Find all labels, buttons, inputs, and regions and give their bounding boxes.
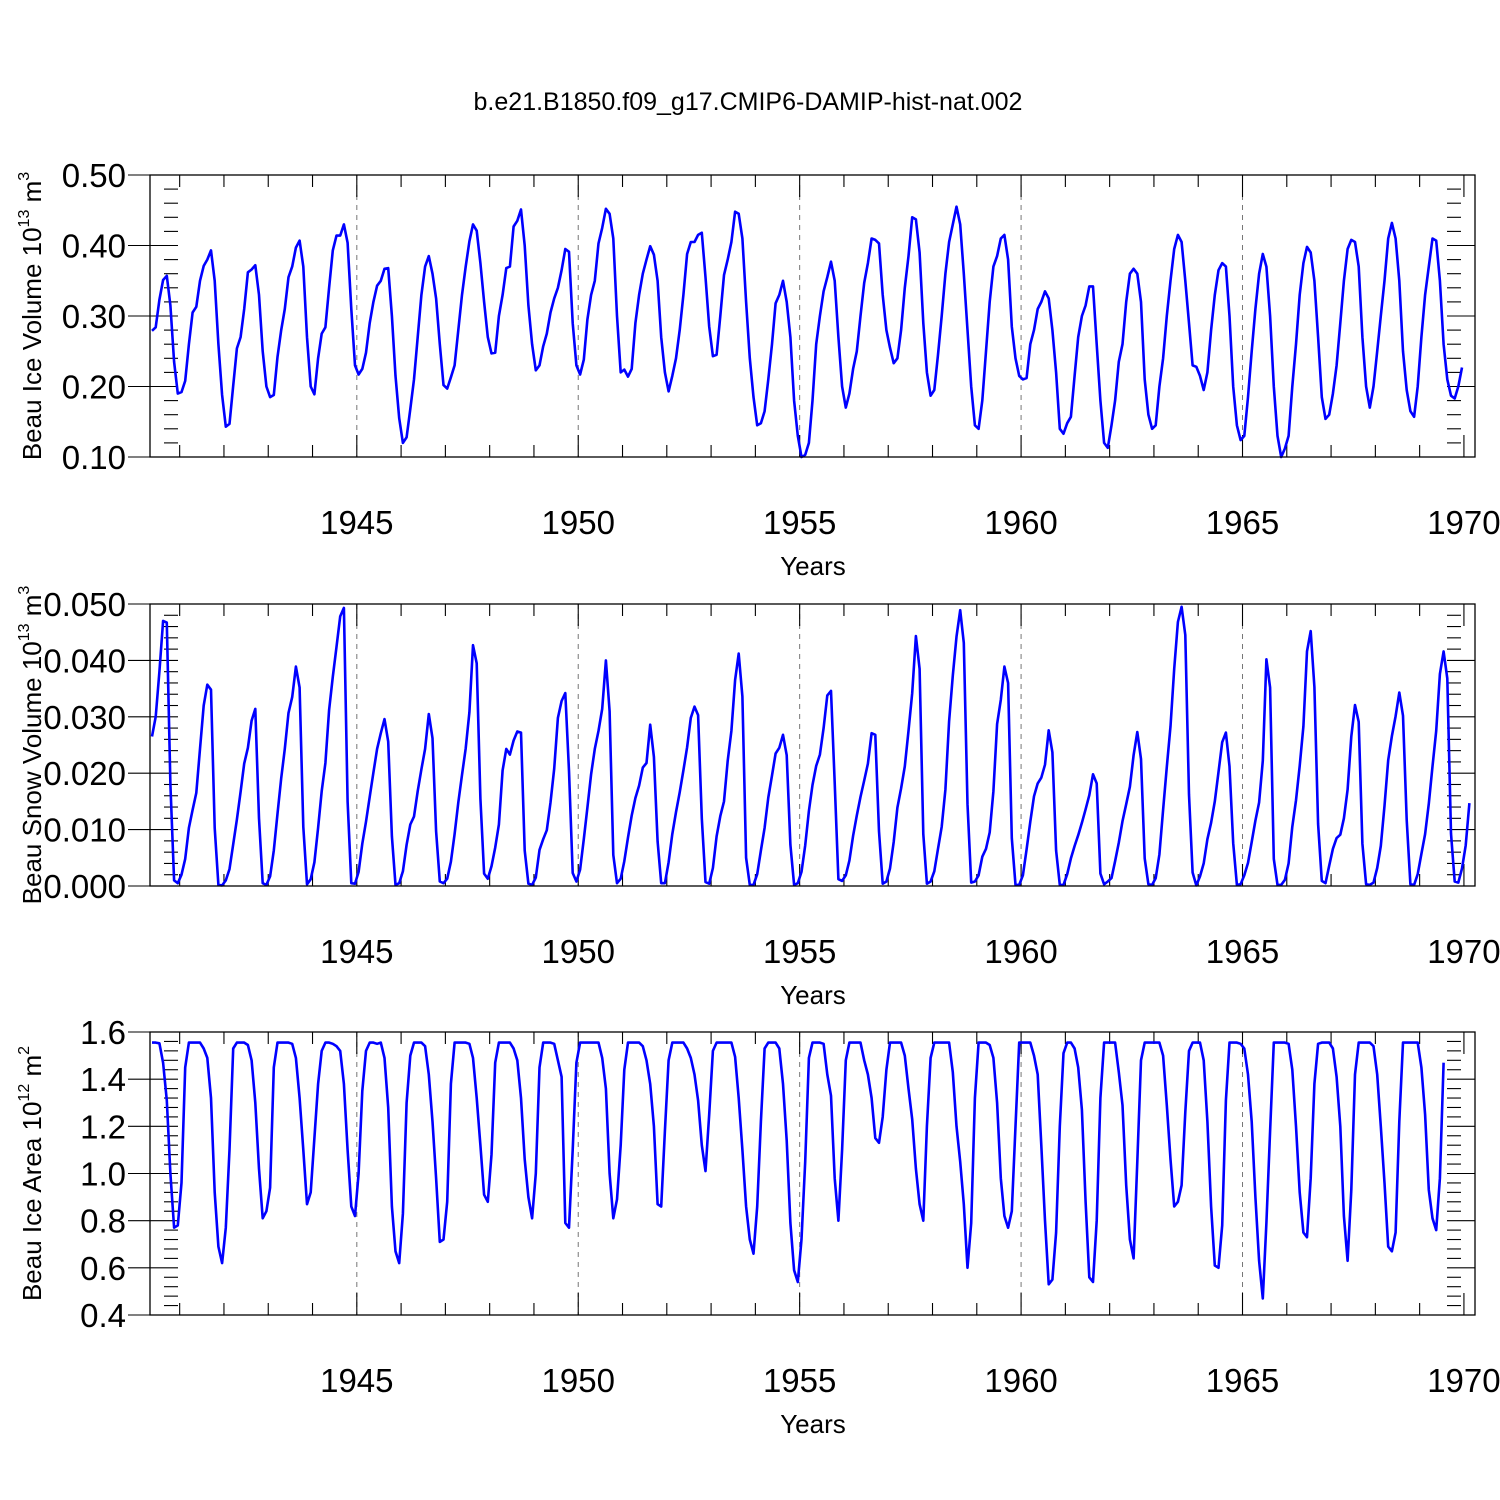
ice-area-y-tick-label: 1.6 — [80, 1014, 126, 1051]
ice-area-x-tick-label: 1970 — [1427, 1362, 1500, 1399]
ice-volume-x-tick-label: 1970 — [1427, 504, 1500, 541]
snow-volume-y-axis-title-exponent: 13 — [16, 623, 33, 641]
snow-volume-y-axis-title-main: Beau Snow Volume 10 — [17, 641, 47, 904]
ice-area-y-axis-title-main: Beau Ice Area 10 — [17, 1102, 47, 1301]
snow-volume-y-tick-label: 0.010 — [43, 812, 126, 849]
ice-area-y-axis-title: Beau Ice Area 1012 m2 — [16, 1046, 47, 1301]
ice-volume-y-axis-title-exponent: 13 — [16, 210, 33, 228]
ice-volume-y-axis-title-main: Beau Ice Volume 10 — [17, 227, 47, 460]
snow-volume-y-tick-label: 0.040 — [43, 642, 126, 679]
snow-volume-y-axis-title-unit-exponent: 3 — [16, 586, 33, 595]
ice-area-x-axis-title: Years — [780, 1409, 846, 1439]
ice-area-y-tick-label: 0.4 — [80, 1297, 126, 1334]
ice-volume-y-tick-label: 0.50 — [62, 157, 126, 194]
ice-volume-x-tick-label: 1955 — [763, 504, 836, 541]
snow-volume-y-tick-label: 0.050 — [43, 586, 126, 623]
snow-volume-y-tick-label: 0.000 — [43, 868, 126, 905]
ice-volume-x-tick-label: 1945 — [320, 504, 393, 541]
ice-volume-y-tick-label: 0.10 — [62, 439, 126, 476]
ice-volume-panel: 0.10 0.20 0.30 0.40 0.50 1945 1950 1955 1960 1965… — [16, 157, 1500, 581]
snow-volume-x-tick-label: 1950 — [542, 933, 615, 970]
ice-area-y-axis-title-unit: m — [17, 1055, 47, 1084]
ice-area-x-tick-label: 1950 — [542, 1362, 615, 1399]
snow-volume-x-tick-label: 1965 — [1206, 933, 1279, 970]
ice-volume-y-axis-title: Beau Ice Volume 1013 m3 — [16, 172, 47, 460]
ice-volume-x-tick-label: 1960 — [984, 504, 1057, 541]
snow-volume-y-tick-label: 0.020 — [43, 755, 126, 792]
ice-area-y-tick-label: 1.0 — [80, 1156, 126, 1193]
ice-area-y-axis-title-exponent: 12 — [16, 1084, 33, 1102]
snow-volume-x-tick-label: 1945 — [320, 933, 393, 970]
snow-volume-plot-frame — [149, 603, 1476, 887]
ice-volume-y-tick-label: 0.30 — [62, 298, 126, 335]
ice-area-series-line — [152, 1041, 1445, 1300]
snow-volume-series-line — [150, 605, 1471, 887]
ice-area-y-axis-title-unit-exponent: 2 — [16, 1046, 33, 1055]
ice-volume-x-axis-title: Years — [780, 551, 846, 581]
ice-area-plot-frame — [149, 1031, 1476, 1316]
ice-volume-y-axis-title-unit: m — [17, 181, 47, 210]
ice-volume-y-axis-title-unit-exponent: 3 — [16, 172, 33, 181]
figure-title: b.e21.B1850.f09_g17.CMIP6-DAMIP-hist-nat… — [474, 88, 1023, 116]
ice-area-y-tick-label: 1.2 — [80, 1108, 126, 1145]
ice-volume-x-tick-label: 1950 — [542, 504, 615, 541]
ice-area-y-tick-label: 0.8 — [80, 1203, 126, 1240]
snow-volume-y-tick-label: 0.030 — [43, 699, 126, 736]
ice-area-x-tick-label: 1945 — [320, 1362, 393, 1399]
ice-area-x-tick-label: 1955 — [763, 1362, 836, 1399]
ice-volume-series-line — [151, 205, 1464, 459]
snow-volume-x-axis-title: Years — [780, 980, 846, 1010]
ice-area-y-tick-label: 0.6 — [80, 1250, 126, 1287]
ice-volume-plot-frame — [149, 174, 1476, 458]
ice-area-x-tick-label: 1965 — [1206, 1362, 1279, 1399]
snow-volume-panel: 0.000 0.010 0.020 0.030 0.040 0.050 1945 1950 19… — [16, 586, 1500, 1010]
ice-volume-x-tick-label: 1965 — [1206, 504, 1279, 541]
ice-area-y-tick-label: 1.4 — [80, 1061, 126, 1098]
snow-volume-x-tick-label: 1970 — [1427, 933, 1500, 970]
snow-volume-y-axis-title-unit: m — [17, 595, 47, 624]
ice-volume-y-tick-label: 0.40 — [62, 228, 126, 265]
ice-area-x-tick-label: 1960 — [984, 1362, 1057, 1399]
snow-volume-x-tick-label: 1955 — [763, 933, 836, 970]
ice-volume-y-tick-label: 0.20 — [62, 369, 126, 406]
snow-volume-y-axis-title: Beau Snow Volume 1013 m3 — [16, 586, 47, 905]
ice-area-panel: 0.4 0.6 0.8 1.0 1.2 1.4 1.6 1945 1950 1955 1960 196… — [16, 1014, 1500, 1439]
snow-volume-x-tick-label: 1960 — [984, 933, 1057, 970]
